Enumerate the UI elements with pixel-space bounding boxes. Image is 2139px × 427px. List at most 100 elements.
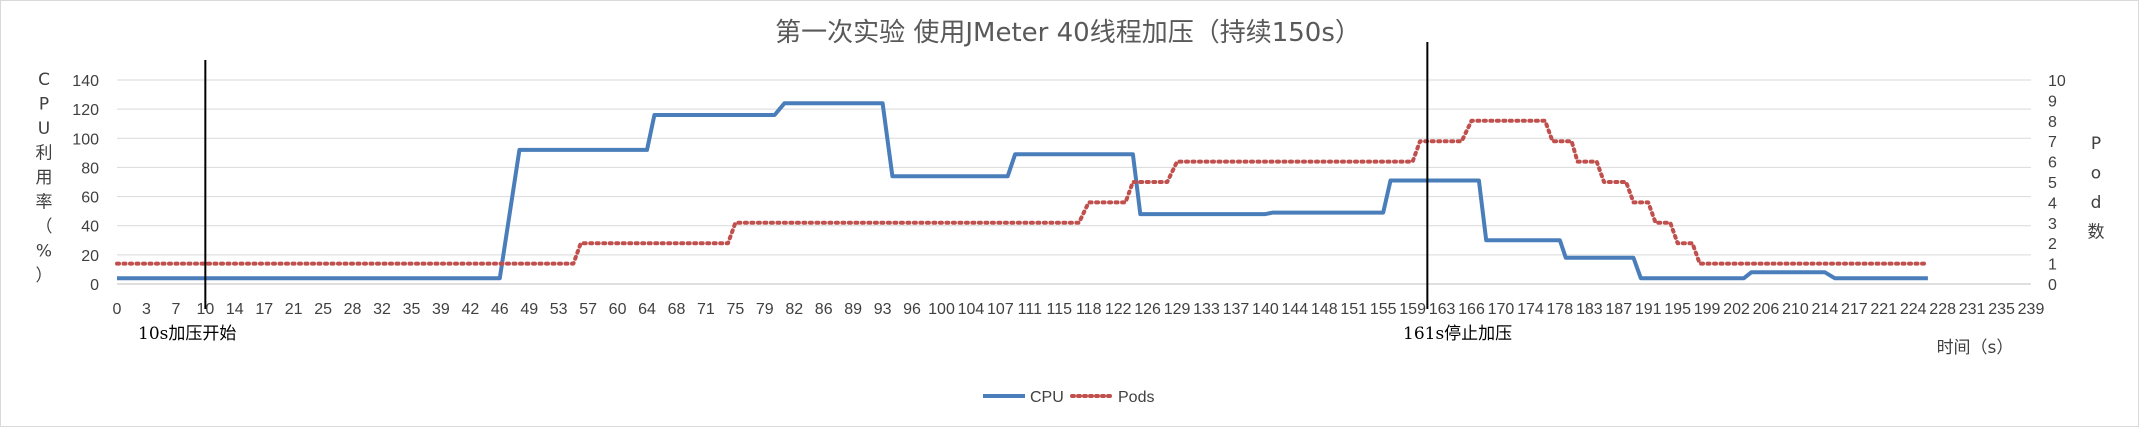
x-tick-label: 126 — [1134, 301, 1161, 318]
x-tick-label: 82 — [785, 301, 803, 318]
left-axis-label-char: % — [36, 242, 52, 262]
right-axis-label-char: o — [2091, 164, 2101, 184]
legend-cpu-label: CPU — [1030, 389, 1064, 406]
x-tick-label: 28 — [344, 301, 362, 318]
x-tick-label: 32 — [373, 301, 391, 318]
grid-layer — [117, 79, 2031, 285]
x-tick-label: 57 — [579, 301, 597, 318]
x-tick-label: 217 — [1841, 301, 1868, 318]
x-tick-label: 151 — [1340, 301, 1367, 318]
right-axis-label-char: d — [2091, 193, 2102, 213]
x-tick-label: 96 — [903, 301, 921, 318]
left-axis-label-char: U — [38, 119, 50, 139]
x-tick-label: 183 — [1576, 301, 1603, 318]
left-tick-label: 40 — [81, 219, 99, 236]
x-tick-label: 144 — [1281, 301, 1308, 318]
left-tick-label: 140 — [72, 73, 99, 90]
x-axis-label: 时间（s） — [1937, 338, 2014, 358]
x-tick-label: 137 — [1223, 301, 1250, 318]
x-tick-label: 129 — [1164, 301, 1191, 318]
x-tick-label: 49 — [520, 301, 538, 318]
x-tick-label: 93 — [874, 301, 892, 318]
legend: CPU Pods — [983, 389, 1154, 406]
right-tick-label: 9 — [2048, 93, 2057, 110]
x-tick-label: 202 — [1723, 301, 1750, 318]
right-tick-label: 1 — [2048, 257, 2057, 274]
x-tick-label: 86 — [815, 301, 833, 318]
left-tick-label: 60 — [81, 190, 99, 207]
x-tick-label: 140 — [1252, 301, 1279, 318]
x-tick-label: 122 — [1105, 301, 1132, 318]
x-tick-label: 35 — [403, 301, 421, 318]
x-tick-label: 64 — [638, 301, 656, 318]
x-tick-label: 46 — [491, 301, 509, 318]
right-tick-label: 4 — [2048, 195, 2057, 212]
x-tick-label: 155 — [1370, 301, 1397, 318]
x-tick-label: 231 — [1959, 301, 1986, 318]
x-tick-label: 111 — [1018, 301, 1042, 318]
x-tick-label: 118 — [1076, 301, 1102, 318]
x-tick-label: 107 — [987, 301, 1014, 318]
x-tick-label: 25 — [314, 301, 332, 318]
right-axis-ticks: 0 1 2 3 4 5 6 7 8 9 10 — [2048, 73, 2066, 294]
x-tick-label: 239 — [2018, 301, 2045, 318]
x-axis-ticks: 0 3 7 10 14 17 21 25 28 32 35 39 42 46 49 53 57 60 64 68 71 7… — [113, 301, 2045, 318]
x-tick-label: 199 — [1694, 301, 1721, 318]
x-tick-label: 221 — [1870, 301, 1897, 318]
left-axis-label-char: C — [38, 70, 50, 90]
left-tick-label: 100 — [72, 131, 99, 148]
x-tick-label: 14 — [226, 301, 244, 318]
x-tick-label: 178 — [1547, 301, 1574, 318]
x-tick-label: 195 — [1664, 301, 1691, 318]
x-tick-label: 224 — [1900, 301, 1927, 318]
right-tick-label: 3 — [2048, 216, 2057, 233]
x-tick-label: 148 — [1311, 301, 1338, 318]
left-tick-label: 0 — [90, 277, 99, 294]
left-axis-label-char: （ — [36, 217, 53, 237]
x-tick-label: 104 — [958, 301, 985, 318]
x-tick-label: 71 — [697, 301, 715, 318]
x-tick-label: 68 — [668, 301, 686, 318]
series-pods-line — [115, 118, 1930, 266]
right-axis-label-char: P — [2091, 134, 2101, 154]
right-tick-label: 10 — [2048, 73, 2066, 90]
marker-layer: 10s加压开始 161s停止加压 — [138, 42, 1512, 344]
x-tick-label: 115 — [1047, 301, 1073, 318]
right-tick-label: 8 — [2048, 114, 2057, 131]
legend-pods-label: Pods — [1118, 389, 1154, 406]
x-tick-label: 10 — [196, 301, 214, 318]
x-tick-label: 235 — [1988, 301, 2015, 318]
x-tick-label: 42 — [461, 301, 479, 318]
x-tick-label: 133 — [1193, 301, 1220, 318]
right-axis-label-char: 数 — [2088, 223, 2105, 243]
left-axis-label-char: 用 — [36, 168, 53, 188]
left-tick-label: 80 — [81, 160, 99, 177]
left-axis-label-char: 率 — [36, 193, 53, 213]
series-layer — [115, 101, 1930, 281]
marker-label: 10s加压开始 — [138, 324, 236, 344]
x-tick-label: 3 — [142, 301, 151, 318]
x-tick-label: 21 — [285, 301, 303, 318]
x-tick-label: 75 — [726, 301, 744, 318]
x-tick-label: 53 — [550, 301, 568, 318]
x-tick-label: 166 — [1458, 301, 1485, 318]
x-tick-label: 228 — [1929, 301, 1956, 318]
x-tick-label: 159 — [1399, 301, 1426, 318]
x-tick-label: 214 — [1812, 301, 1839, 318]
chart-title: 第一次实验 使用JMeter 40线程加压（持续150s） — [775, 18, 1361, 48]
x-tick-label: 206 — [1753, 301, 1780, 318]
x-tick-label: 100 — [928, 301, 955, 318]
right-tick-label: 6 — [2048, 155, 2057, 172]
x-tick-label: 89 — [844, 301, 862, 318]
x-tick-label: 7 — [171, 301, 180, 318]
x-tick-label: 0 — [113, 301, 122, 318]
x-tick-label: 174 — [1517, 301, 1544, 318]
x-tick-label: 163 — [1429, 301, 1456, 318]
x-tick-label: 191 — [1635, 301, 1662, 318]
right-tick-label: 5 — [2048, 175, 2057, 192]
x-tick-label: 210 — [1782, 301, 1809, 318]
left-axis-label-char: 利 — [36, 144, 53, 164]
